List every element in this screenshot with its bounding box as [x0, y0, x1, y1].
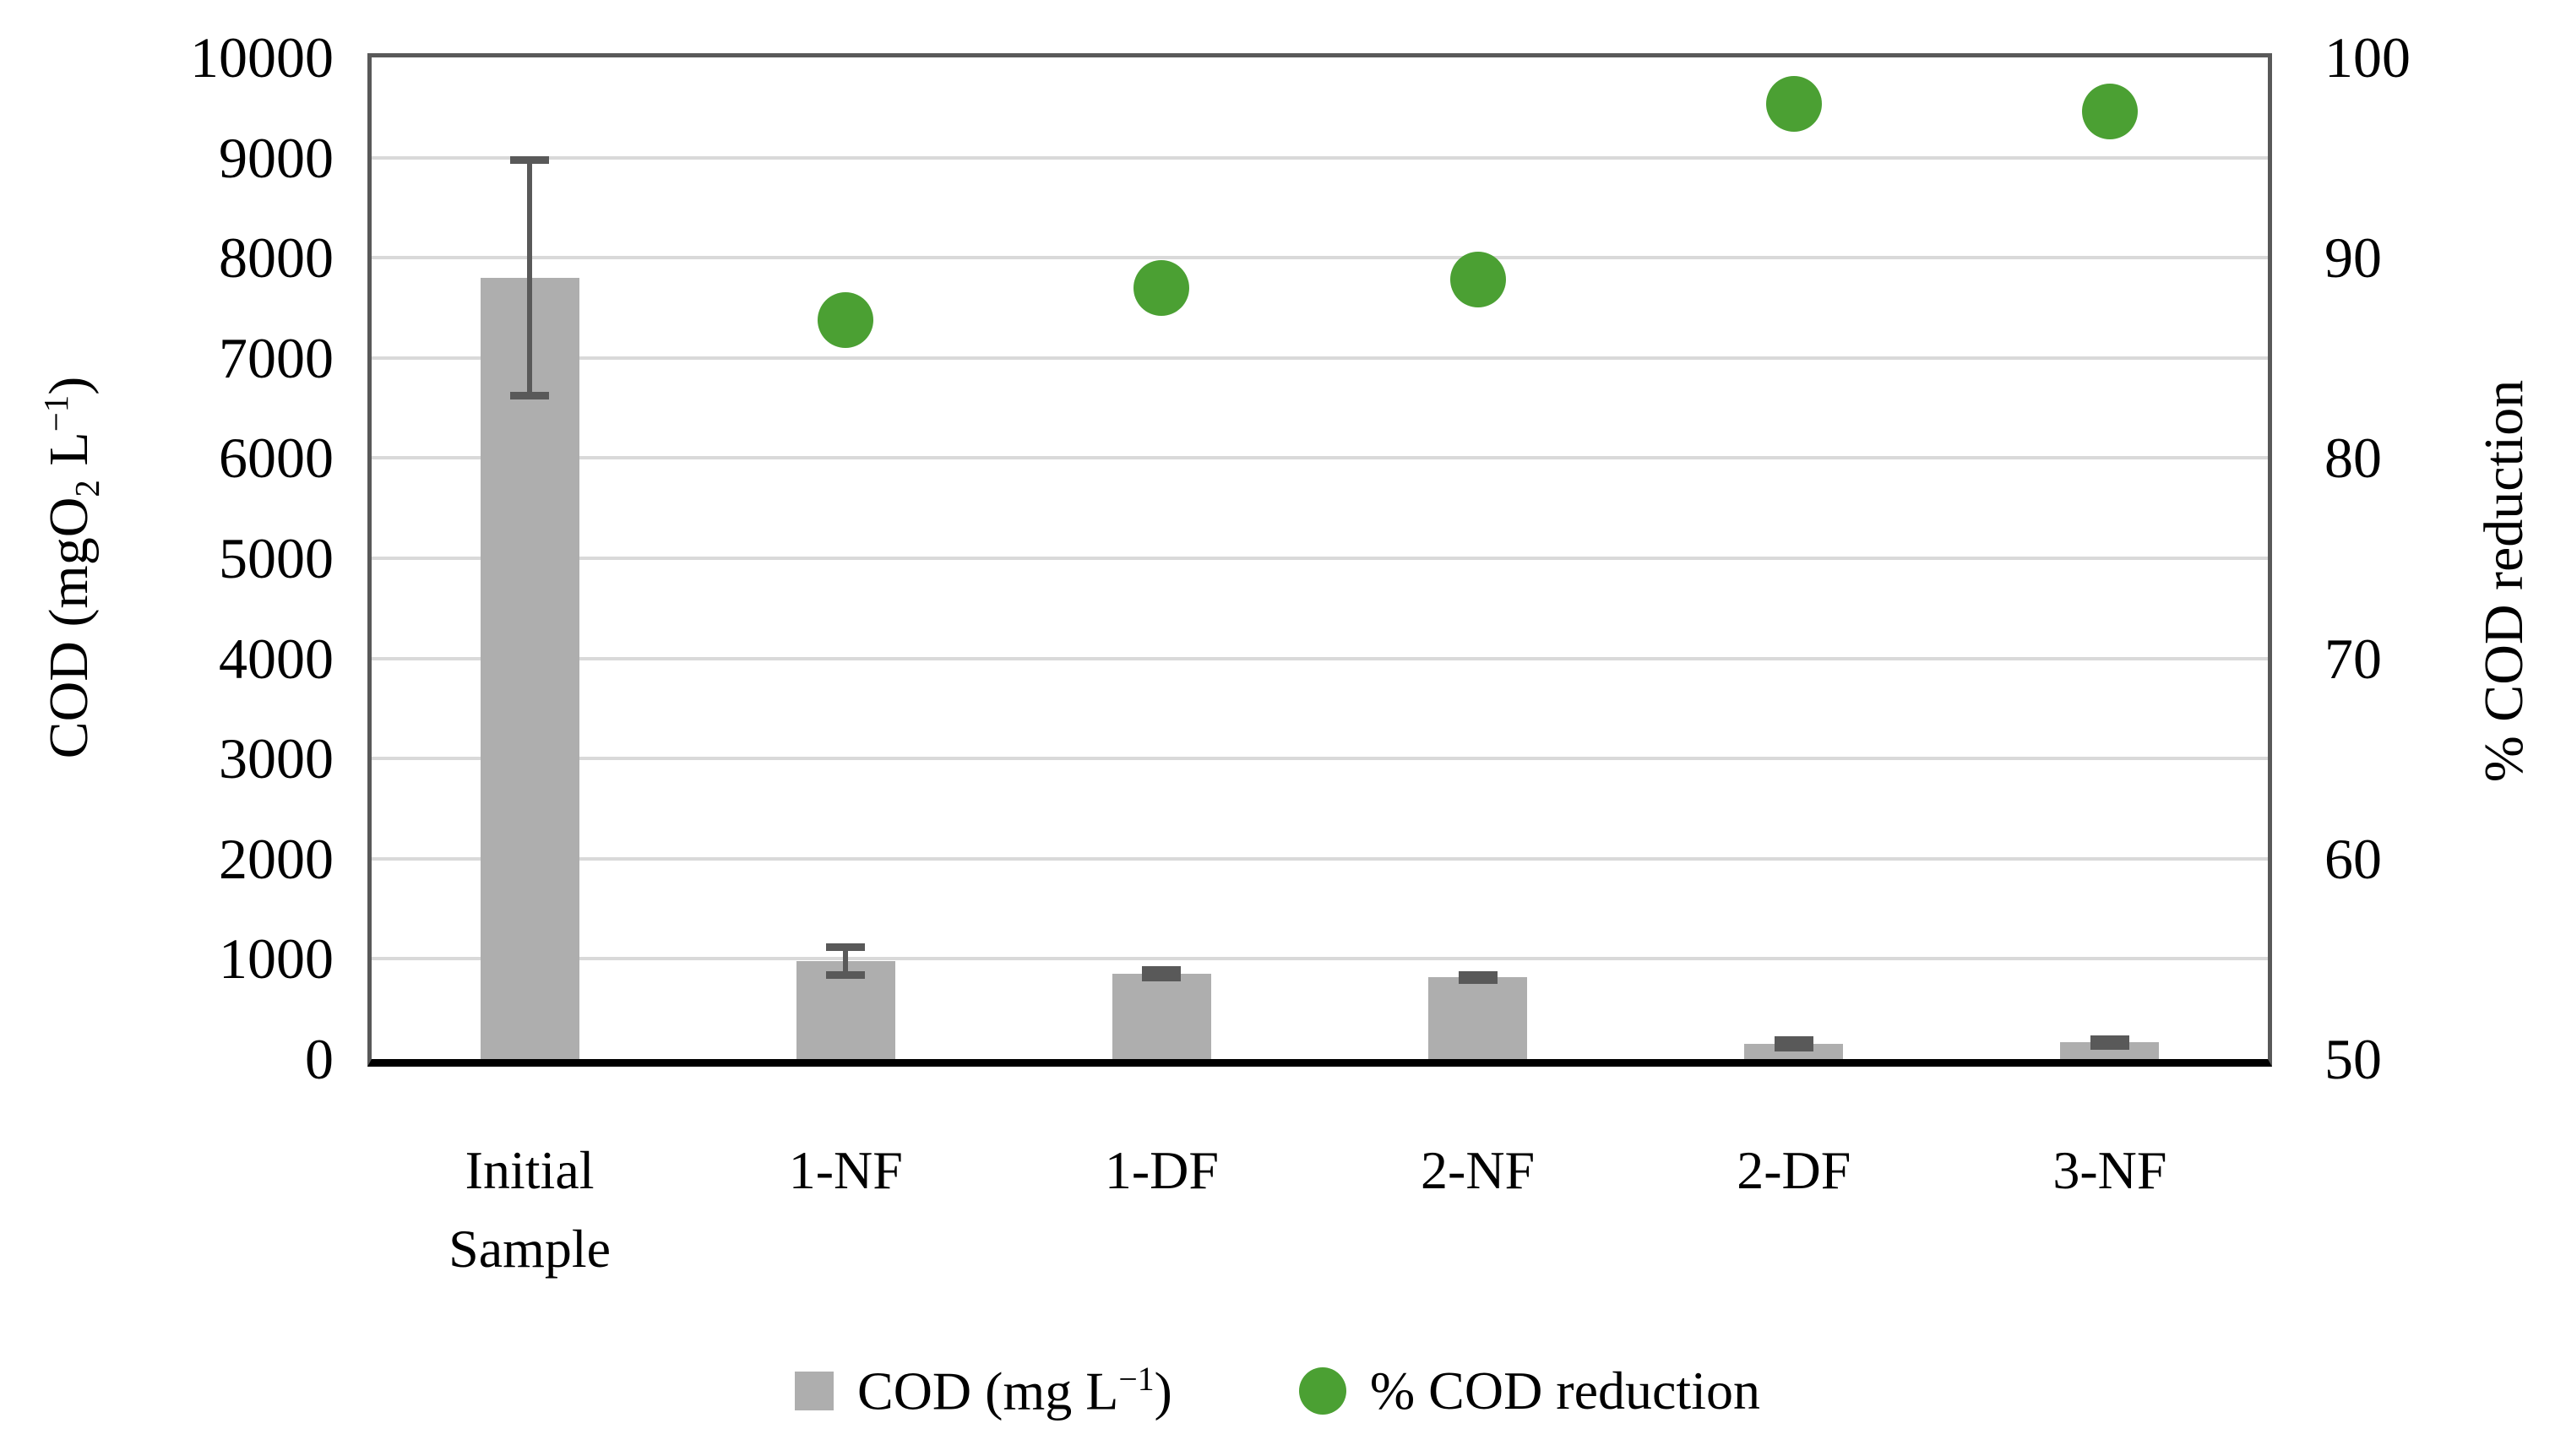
- legend-label-cod: COD (mg L−1): [857, 1361, 1172, 1421]
- gridline: [372, 856, 2268, 861]
- error-bar-cap-top: [826, 943, 866, 951]
- error-bar-cap-bottom: [826, 970, 866, 979]
- category-label-initial-sample: Initial Sample: [448, 1140, 612, 1279]
- error-bar: [1159, 968, 1165, 981]
- error-bar-cap-top: [1774, 1036, 1813, 1045]
- left-tick-label: 3000: [219, 726, 334, 791]
- error-bar-cap-bottom: [1458, 975, 1498, 984]
- left-tick-label: 10000: [190, 25, 334, 90]
- bar-series-swatch-icon: [795, 1372, 834, 1411]
- legend-item-cod: COD (mg L−1): [795, 1360, 1172, 1422]
- gridline: [372, 256, 2268, 260]
- error-bar: [843, 944, 849, 977]
- right-tick-label: 80: [2324, 426, 2382, 491]
- gridline: [372, 656, 2268, 660]
- reduction-dot-3-nf: [2081, 84, 2138, 140]
- error-bar: [527, 157, 533, 399]
- bar-initial-sample: [480, 277, 579, 1059]
- bar-2-nf: [1428, 977, 1528, 1059]
- category-label-2-nf: 2-NF: [1421, 1140, 1536, 1200]
- left-tick-label: 8000: [219, 225, 334, 291]
- gridline: [372, 757, 2268, 761]
- category-label-3-nf: 3-NF: [2052, 1140, 2167, 1200]
- reduction-dot-2-df: [1765, 75, 1822, 132]
- error-bar-cap-bottom: [2090, 1041, 2129, 1050]
- right-tick-label: 90: [2324, 225, 2382, 291]
- error-bar-cap-top: [1458, 971, 1498, 979]
- plot-area: [367, 53, 2272, 1067]
- right-tick-label: 100: [2324, 25, 2411, 90]
- left-tick-label: 9000: [219, 125, 334, 190]
- gridline: [372, 356, 2268, 360]
- left-axis-title-sup: −1: [36, 394, 75, 432]
- error-bar-cap-top: [510, 155, 550, 164]
- left-tick-label: 2000: [219, 826, 334, 891]
- bar-3-nf: [2060, 1042, 2160, 1059]
- bar-1-df: [1112, 974, 1211, 1059]
- right-tick-label: 70: [2324, 626, 2382, 691]
- error-bar-cap-bottom: [1142, 974, 1182, 982]
- right-tick-label: 60: [2324, 826, 2382, 891]
- error-bar: [1791, 1038, 1797, 1051]
- dot-series-swatch-icon: [1298, 1367, 1346, 1415]
- reduction-dot-1-df: [1133, 259, 1190, 316]
- reduction-dot-2-nf: [1449, 252, 1506, 308]
- gridline: [372, 456, 2268, 460]
- right-tick-label: 50: [2324, 1027, 2382, 1091]
- legend: COD (mg L−1) % COD reduction: [0, 1360, 2555, 1422]
- reduction-dot-1-nf: [818, 291, 874, 348]
- legend-label-reduction: % COD reduction: [1369, 1361, 1760, 1421]
- legend-item-reduction: % COD reduction: [1298, 1360, 1760, 1422]
- error-bar-cap-bottom: [510, 392, 550, 400]
- left-tick-label: 4000: [219, 626, 334, 691]
- gridline: [372, 557, 2268, 560]
- category-label-1-df: 1-DF: [1104, 1140, 1219, 1200]
- left-tick-label: 1000: [219, 926, 334, 991]
- left-tick-label: 0: [305, 1027, 334, 1091]
- left-tick-label: 5000: [219, 526, 334, 590]
- category-label-1-nf: 1-NF: [788, 1140, 903, 1200]
- error-bar-cap-bottom: [1774, 1044, 1813, 1052]
- left-tick-label: 7000: [219, 325, 334, 390]
- gridline: [372, 957, 2268, 961]
- left-tick-label: 6000: [219, 426, 334, 491]
- error-bar-cap-top: [2090, 1035, 2129, 1043]
- gridline: [372, 155, 2268, 160]
- category-label-2-df: 2-DF: [1737, 1140, 1851, 1200]
- error-bar-cap-top: [1142, 966, 1182, 975]
